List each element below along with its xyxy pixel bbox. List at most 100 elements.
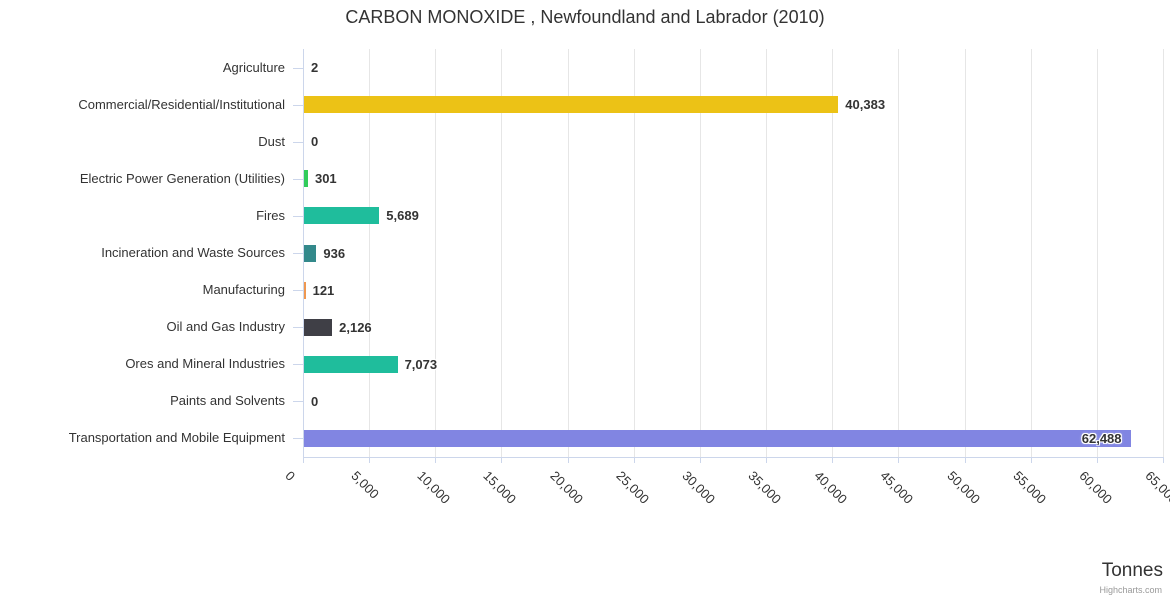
gridline <box>1163 49 1164 457</box>
plot-area: 2 40,383 0 301 5,689 936 121 2,126 7,073 0 62,488 <box>303 49 1164 458</box>
value-axis-tick <box>567 457 569 463</box>
category-label: Electric Power Generation (Utilities) <box>79 170 285 186</box>
value-axis-tick <box>303 457 304 463</box>
value-axis-tick <box>964 457 966 463</box>
gridline <box>1096 49 1098 457</box>
x-tick-label: 30,000 <box>679 467 730 507</box>
gridline <box>832 49 834 457</box>
value-axis-tick <box>832 457 834 463</box>
category-tick <box>293 438 303 440</box>
bar[interactable] <box>304 96 839 114</box>
value-axis-tick <box>501 457 503 463</box>
bar-value-label: 301 <box>314 171 337 187</box>
category-tick <box>293 67 303 69</box>
bar-value-label: 7,073 <box>404 356 438 372</box>
gridline <box>964 49 966 457</box>
value-axis-tick <box>369 457 371 463</box>
gridline <box>369 49 371 457</box>
bar[interactable] <box>304 244 317 262</box>
x-tick-label: 25,000 <box>613 467 664 507</box>
x-tick-label-text: 55,000 <box>1010 468 1049 507</box>
value-axis-tick <box>1030 457 1032 463</box>
x-tick-label-text: 15,000 <box>480 468 520 507</box>
bar[interactable] <box>304 170 308 188</box>
x-tick-label: 35,000 <box>745 467 796 507</box>
category-tick <box>293 327 303 329</box>
x-tick-label-text: 0 <box>282 468 299 484</box>
category-label: Paints and Solvents <box>170 393 285 409</box>
x-tick-label: 65,000 <box>1142 467 1170 507</box>
category-label: Commercial/Residential/Institutional <box>78 96 285 112</box>
category-label: Incineration and Waste Sources <box>101 245 285 260</box>
x-tick-label: 40,000 <box>812 467 862 507</box>
x-tick-label: 15,000 <box>481 467 531 507</box>
x-tick-label: 50,000 <box>944 467 995 507</box>
category-tick <box>293 178 303 180</box>
category-axis-labels: Agriculture Commercial/Residential/Instit… <box>0 49 301 457</box>
x-tick-label: 60,000 <box>1076 467 1127 507</box>
bar-value-label: 2,126 <box>339 319 372 335</box>
y-axis-line <box>303 49 304 457</box>
x-axis-title: Tonnes <box>1101 560 1163 581</box>
category-tick <box>293 290 303 292</box>
category-label: Agriculture <box>222 59 285 75</box>
x-tick-label: 10,000 <box>415 467 465 507</box>
x-tick-label-text: 60,000 <box>1076 468 1115 507</box>
x-tick-label-text: 10,000 <box>414 468 454 507</box>
x-tick-label-text: 40,000 <box>811 468 851 507</box>
x-tick-label-text: 65,000 <box>1142 468 1170 507</box>
x-tick-label: 5,000 <box>349 467 392 502</box>
bar-value-label: 62,488 <box>1081 430 1122 446</box>
bar-value-label: 0 <box>311 393 319 409</box>
category-label: Oil and Gas Industry <box>166 319 286 335</box>
x-tick-label-text: 35,000 <box>745 468 785 507</box>
x-tick-label-text: 20,000 <box>547 468 586 507</box>
category-label: Ores and Mineral Industries <box>125 356 285 372</box>
highcharts-credit[interactable]: Highcharts.com <box>1099 585 1162 595</box>
bar-value-label: 0 <box>311 134 319 150</box>
bar[interactable] <box>304 207 380 225</box>
value-axis-tick <box>766 457 768 463</box>
category-tick <box>293 141 303 143</box>
x-tick-label-text: 5,000 <box>348 468 383 502</box>
gridline <box>699 49 701 457</box>
bar[interactable] <box>304 318 333 336</box>
bar[interactable] <box>304 355 398 373</box>
x-tick-label: 45,000 <box>878 467 928 507</box>
category-tick <box>293 401 303 403</box>
gridline <box>633 49 635 457</box>
x-tick-label-text: 50,000 <box>943 468 983 507</box>
value-axis-tick <box>1096 457 1098 463</box>
gridline <box>766 49 768 457</box>
x-tick-label: 55,000 <box>1010 467 1061 507</box>
x-tick-label-text: 30,000 <box>679 468 719 507</box>
value-axis-tick <box>435 457 437 463</box>
category-label: Dust <box>258 133 285 149</box>
value-axis-tick <box>633 457 635 463</box>
x-tick-label-text: 25,000 <box>613 468 652 507</box>
bar[interactable] <box>304 281 306 299</box>
x-axis-line <box>303 457 1163 458</box>
category-label: Manufacturing <box>202 282 285 298</box>
gridline <box>1030 49 1032 457</box>
category-label: Transportation and Mobile Equipment <box>68 430 285 446</box>
category-tick <box>293 215 303 217</box>
value-axis-tick <box>898 457 900 463</box>
category-tick <box>293 104 303 106</box>
category-label: Fires <box>256 207 285 223</box>
value-axis-tick <box>1163 457 1164 463</box>
category-tick <box>293 364 303 366</box>
x-tick-label-text: 45,000 <box>877 468 917 507</box>
value-axis-tick <box>699 457 701 463</box>
bar-value-label: 936 <box>323 245 346 261</box>
bar-value-label: 5,689 <box>386 208 419 224</box>
category-tick <box>293 253 303 254</box>
gridline <box>435 49 437 457</box>
gridline <box>567 49 569 457</box>
bar-value-label: 2 <box>311 60 319 76</box>
gridline <box>501 49 503 457</box>
bar[interactable] <box>304 429 1131 447</box>
bar-value-label: 121 <box>312 282 335 298</box>
chart-title: CARBON MONOXIDE , Newfoundland and Labra… <box>345 7 825 27</box>
